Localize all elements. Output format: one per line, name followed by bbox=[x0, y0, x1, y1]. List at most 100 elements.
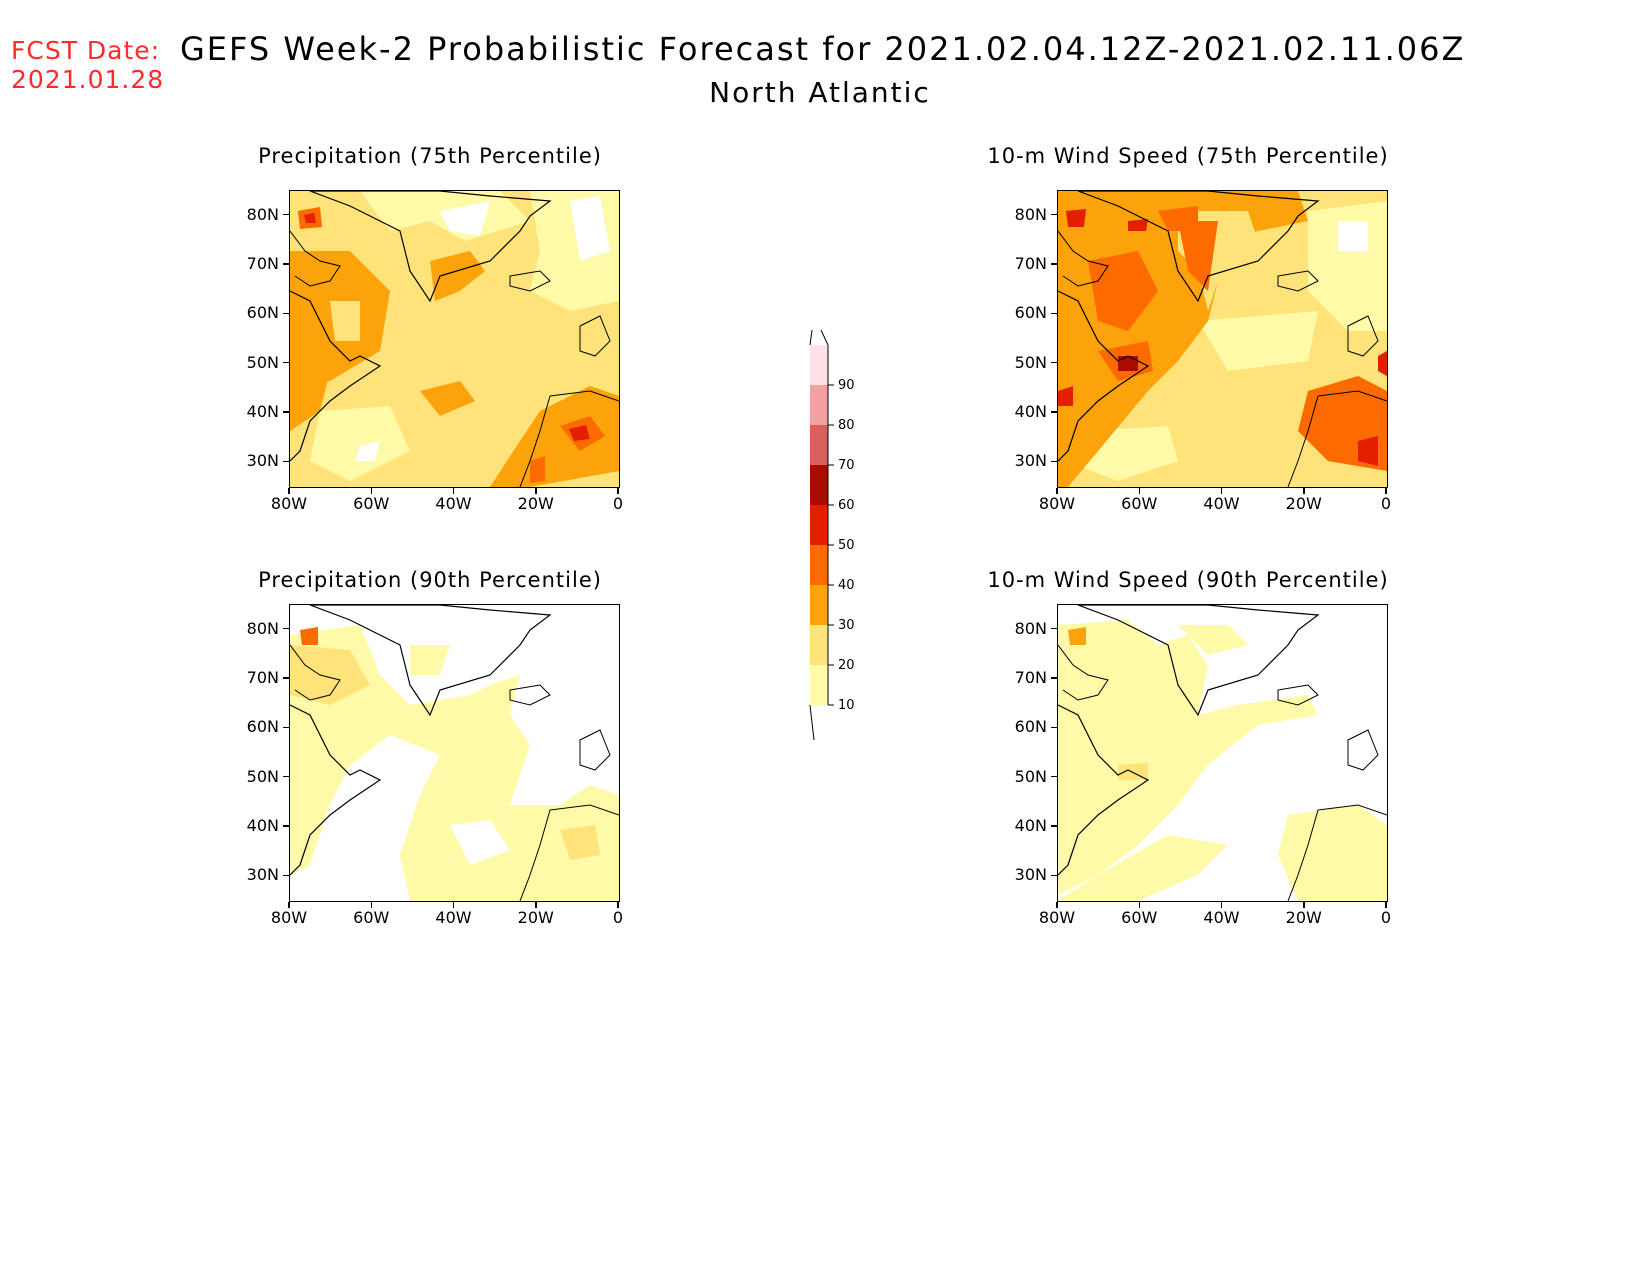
lon-tick-mark bbox=[1138, 488, 1140, 494]
lat-tick-mark bbox=[1051, 726, 1057, 729]
colorbar-segment bbox=[810, 465, 828, 505]
fcst-date-block: FCST Date: 2021.01.28 bbox=[11, 36, 164, 94]
lon-tick-label: 60W bbox=[353, 908, 390, 927]
map-precip-90 bbox=[289, 604, 620, 902]
lat-tick-mark bbox=[283, 263, 289, 265]
lon-tick-mark bbox=[1220, 902, 1223, 908]
lon-tick-label: 40W bbox=[1203, 494, 1240, 513]
lat-tick-label: 40N bbox=[246, 402, 279, 421]
colorbar-segment bbox=[810, 425, 828, 465]
lon-tick-label: 80W bbox=[270, 494, 308, 513]
lon-tick-mark bbox=[617, 488, 619, 494]
lat-tick-label: 40N bbox=[1014, 402, 1047, 421]
lat-tick-label: 70N bbox=[1014, 254, 1047, 273]
lon-tick-mark bbox=[1138, 902, 1140, 908]
lon-tick-label: 0 bbox=[1380, 908, 1392, 927]
lat-tick-label: 70N bbox=[246, 668, 279, 687]
lat-tick-label: 60N bbox=[1014, 303, 1047, 323]
lon-tick-mark bbox=[1056, 488, 1058, 494]
lat-tick-mark bbox=[1051, 213, 1057, 216]
lat-tick-label: 40N bbox=[1014, 816, 1047, 835]
lat-tick-label: 60N bbox=[1014, 717, 1047, 737]
lat-tick-mark bbox=[283, 825, 289, 827]
lon-tick-mark bbox=[288, 902, 290, 908]
colorbar-label: 40 bbox=[838, 578, 855, 593]
colorbar-label: 80 bbox=[838, 418, 855, 433]
colorbar-label: 60 bbox=[838, 498, 855, 513]
lat-tick-mark bbox=[1051, 361, 1057, 364]
lon-tick-label: 20W bbox=[517, 494, 554, 513]
panel-title-wind-75: 10-m Wind Speed (75th Percentile) bbox=[987, 144, 1389, 168]
lon-tick-mark bbox=[288, 488, 290, 494]
lat-tick-label: 60N bbox=[246, 717, 279, 737]
lon-tick-mark bbox=[1056, 902, 1058, 908]
lat-tick-label: 80N bbox=[246, 618, 279, 638]
colorbar-segment bbox=[810, 665, 828, 705]
colorbar-label: 20 bbox=[838, 658, 855, 673]
panel-title-precip-75: Precipitation (75th Percentile) bbox=[258, 144, 602, 168]
colorbar-label: 10 bbox=[838, 698, 855, 713]
colorbar-label: 90 bbox=[838, 378, 855, 393]
colorbar-label: 70 bbox=[838, 458, 855, 473]
lon-tick-label: 0 bbox=[612, 494, 624, 513]
lon-tick-label: 60W bbox=[353, 494, 390, 513]
colorbar-bottom-cap bbox=[809, 704, 815, 741]
figure-region: North Atlantic bbox=[709, 76, 931, 109]
lat-tick-mark bbox=[1051, 775, 1057, 778]
lon-tick-label: 80W bbox=[1038, 494, 1076, 513]
lat-tick-mark bbox=[283, 460, 289, 463]
figure-title: GEFS Week-2 Probabilistic Forecast for 2… bbox=[180, 30, 1466, 68]
lon-tick-mark bbox=[535, 902, 537, 908]
lon-tick-mark bbox=[1385, 488, 1387, 494]
lat-tick-mark bbox=[1051, 460, 1057, 463]
lat-tick-label: 70N bbox=[246, 254, 279, 273]
colorbar-segment bbox=[810, 345, 828, 385]
lat-tick-label: 30N bbox=[246, 451, 279, 471]
map-precip-75 bbox=[289, 190, 620, 488]
lon-tick-mark bbox=[1385, 902, 1387, 908]
lon-tick-label: 40W bbox=[435, 494, 472, 513]
lat-tick-label: 50N bbox=[246, 766, 279, 786]
lat-tick-mark bbox=[283, 361, 289, 364]
lat-tick-label: 40N bbox=[246, 816, 279, 835]
lat-tick-label: 30N bbox=[1014, 451, 1047, 471]
lat-tick-mark bbox=[1051, 263, 1057, 265]
lat-tick-label: 70N bbox=[1014, 668, 1047, 687]
lat-tick-label: 60N bbox=[246, 303, 279, 323]
fcst-date-label: FCST Date: bbox=[11, 36, 161, 65]
lon-tick-label: 80W bbox=[1038, 908, 1076, 927]
lon-tick-mark bbox=[452, 488, 455, 494]
lat-tick-mark bbox=[1051, 825, 1057, 827]
colorbar-segment bbox=[810, 545, 828, 585]
lat-tick-mark bbox=[1051, 677, 1057, 679]
lat-tick-mark bbox=[283, 411, 289, 413]
lat-tick-label: 50N bbox=[1014, 352, 1047, 372]
lat-tick-mark bbox=[283, 874, 289, 877]
lat-tick-mark bbox=[283, 213, 289, 216]
map-wind-75 bbox=[1057, 190, 1388, 488]
lon-tick-mark bbox=[1220, 488, 1223, 494]
fcst-date-value: 2021.01.28 bbox=[11, 65, 165, 94]
lat-tick-label: 30N bbox=[246, 865, 279, 885]
panel-title-precip-90: Precipitation (90th Percentile) bbox=[258, 568, 602, 592]
lat-tick-mark bbox=[283, 726, 289, 729]
lon-tick-label: 20W bbox=[1285, 908, 1322, 927]
colorbar-label: 50 bbox=[838, 538, 855, 553]
lat-tick-mark bbox=[1051, 411, 1057, 413]
lat-tick-mark bbox=[283, 312, 289, 315]
lon-tick-label: 20W bbox=[517, 908, 554, 927]
colorbar-segment bbox=[810, 625, 828, 665]
lon-tick-mark bbox=[370, 902, 372, 908]
lon-tick-label: 0 bbox=[1380, 494, 1392, 513]
lon-tick-mark bbox=[1303, 488, 1305, 494]
lat-tick-mark bbox=[1051, 312, 1057, 315]
lon-tick-mark bbox=[370, 488, 372, 494]
lon-tick-mark bbox=[452, 902, 455, 908]
lon-tick-mark bbox=[1303, 902, 1305, 908]
colorbar: 10 20 30 40 50 60 70 80 90 bbox=[809, 330, 855, 741]
colorbar-segment bbox=[810, 585, 828, 625]
lat-tick-mark bbox=[283, 627, 289, 630]
lon-tick-label: 80W bbox=[270, 908, 308, 927]
lon-tick-label: 60W bbox=[1121, 494, 1158, 513]
lat-tick-label: 80N bbox=[246, 204, 279, 224]
